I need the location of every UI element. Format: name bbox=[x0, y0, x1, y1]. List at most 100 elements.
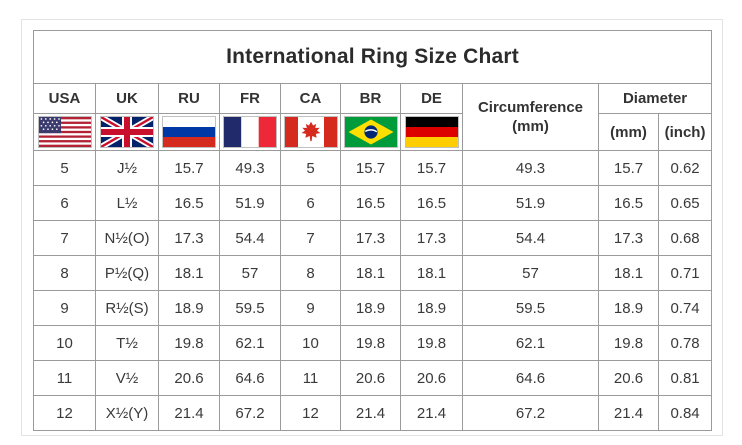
diameter-mm-value-cell: 15.7 bbox=[598, 150, 659, 186]
ru-size-cell: 15.7 bbox=[158, 150, 220, 186]
br-size-cell: 17.3 bbox=[340, 220, 401, 256]
ca-size-cell: 9 bbox=[280, 290, 341, 326]
de-size-cell: 17.3 bbox=[400, 220, 463, 256]
fr-size-cell: 51.9 bbox=[219, 185, 281, 221]
ru-flag-cell bbox=[158, 113, 220, 151]
usa-size-cell: 11 bbox=[33, 360, 96, 396]
br-size-cell: 16.5 bbox=[340, 185, 401, 221]
column-header-circumference: Circumference (mm) bbox=[462, 83, 599, 151]
usa-size-cell: 12 bbox=[33, 395, 96, 431]
table-row: 7 N½(O) 17.3 54.4 7 17.3 17.3 54.4 17.3 0.68 bbox=[33, 220, 713, 256]
ring-size-table: International Ring Size Chart USA UK RU … bbox=[32, 30, 713, 431]
usa-size-cell: 9 bbox=[33, 290, 96, 326]
ru-size-cell: 18.9 bbox=[158, 290, 220, 326]
uk-size-cell: N½(O) bbox=[95, 220, 159, 256]
uk-size-cell: X½(Y) bbox=[95, 395, 159, 431]
fr-size-cell: 49.3 bbox=[219, 150, 281, 186]
usa-flag-cell bbox=[33, 113, 96, 151]
diameter-inch-unit: (inch) bbox=[657, 113, 713, 151]
fr-size-cell: 62.1 bbox=[219, 325, 281, 361]
column-header-usa: USA bbox=[33, 83, 96, 114]
diameter-inch-value-cell: 0.71 bbox=[657, 255, 713, 291]
ca-size-cell: 6 bbox=[280, 185, 341, 221]
de-size-cell: 18.1 bbox=[400, 255, 463, 291]
uk-size-cell: T½ bbox=[95, 325, 159, 361]
usa-size-cell: 7 bbox=[33, 220, 96, 256]
ru-size-cell: 17.3 bbox=[158, 220, 220, 256]
ring-size-table-body: 5 J½ 15.7 49.3 5 15.7 15.7 49.3 15.7 0.62 6 L½ 16.5 5… bbox=[33, 150, 713, 431]
table-row: 11 V½ 20.6 64.6 11 20.6 20.6 64.6 20.6 0.81 bbox=[33, 360, 713, 396]
page-title: International Ring Size Chart bbox=[32, 30, 713, 84]
fr-size-cell: 67.2 bbox=[219, 395, 281, 431]
column-header-diameter: Diameter bbox=[597, 83, 713, 114]
br-flag-icon bbox=[343, 116, 398, 148]
br-size-cell: 15.7 bbox=[340, 150, 401, 186]
ca-size-cell: 11 bbox=[280, 360, 341, 396]
table-row: 9 R½(S) 18.9 59.5 9 18.9 18.9 59.5 18.9 0.74 bbox=[33, 290, 713, 326]
us-flag-icon bbox=[37, 116, 92, 148]
uk-size-cell: V½ bbox=[95, 360, 159, 396]
uk-size-cell: L½ bbox=[95, 185, 159, 221]
uk-size-cell: P½(Q) bbox=[95, 255, 159, 291]
diameter-inch-value-cell: 0.78 bbox=[657, 325, 713, 361]
ru-size-cell: 20.6 bbox=[158, 360, 220, 396]
column-header-ca: CA bbox=[280, 83, 341, 114]
diameter-mm-value-cell: 16.5 bbox=[598, 185, 659, 221]
diameter-mm-unit: (mm) bbox=[598, 113, 659, 151]
uk-size-cell: R½(S) bbox=[95, 290, 159, 326]
usa-size-cell: 5 bbox=[33, 150, 96, 186]
diameter-mm-value-cell: 21.4 bbox=[598, 395, 659, 431]
diameter-mm-value-cell: 18.9 bbox=[598, 290, 659, 326]
column-header-ru: RU bbox=[158, 83, 220, 114]
uk-size-cell: J½ bbox=[95, 150, 159, 186]
br-size-cell: 21.4 bbox=[340, 395, 401, 431]
ca-size-cell: 8 bbox=[280, 255, 341, 291]
ca-size-cell: 12 bbox=[280, 395, 341, 431]
br-size-cell: 19.8 bbox=[340, 325, 401, 361]
ca-size-cell: 7 bbox=[280, 220, 341, 256]
circumference-value-cell: 54.4 bbox=[462, 220, 599, 256]
diameter-mm-value-cell: 17.3 bbox=[598, 220, 659, 256]
ca-flag-icon bbox=[283, 116, 338, 148]
usa-size-cell: 10 bbox=[33, 325, 96, 361]
ru-size-cell: 21.4 bbox=[158, 395, 220, 431]
table-row: 5 J½ 15.7 49.3 5 15.7 15.7 49.3 15.7 0.62 bbox=[33, 150, 713, 186]
column-header-fr: FR bbox=[219, 83, 281, 114]
de-flag-cell bbox=[400, 113, 463, 151]
country-header-row: USA UK RU FR CA BR DE Circumference (mm)… bbox=[33, 83, 713, 151]
fr-size-cell: 57 bbox=[219, 255, 281, 291]
br-size-cell: 20.6 bbox=[340, 360, 401, 396]
diameter-mm-value-cell: 19.8 bbox=[598, 325, 659, 361]
fr-flag-icon bbox=[223, 116, 277, 148]
de-size-cell: 16.5 bbox=[400, 185, 463, 221]
de-size-cell: 21.4 bbox=[400, 395, 463, 431]
circumference-value-cell: 51.9 bbox=[462, 185, 599, 221]
ru-size-cell: 16.5 bbox=[158, 185, 220, 221]
diameter-mm-value-cell: 18.1 bbox=[598, 255, 659, 291]
de-size-cell: 15.7 bbox=[400, 150, 463, 186]
de-size-cell: 20.6 bbox=[400, 360, 463, 396]
br-size-cell: 18.1 bbox=[340, 255, 401, 291]
column-header-de: DE bbox=[400, 83, 463, 114]
table-row: 8 P½(Q) 18.1 57 8 18.1 18.1 57 18.1 0.71 bbox=[33, 255, 713, 291]
circumference-value-cell: 49.3 bbox=[462, 150, 599, 186]
diameter-inch-value-cell: 0.65 bbox=[657, 185, 713, 221]
de-size-cell: 19.8 bbox=[400, 325, 463, 361]
circumference-unit: (mm) bbox=[512, 118, 549, 135]
ru-size-cell: 18.1 bbox=[158, 255, 220, 291]
column-header-uk: UK bbox=[95, 83, 159, 114]
ca-flag-cell bbox=[280, 113, 341, 151]
fr-flag-cell bbox=[219, 113, 281, 151]
table-row: 6 L½ 16.5 51.9 6 16.5 16.5 51.9 16.5 0.65 bbox=[33, 185, 713, 221]
ca-size-cell: 10 bbox=[280, 325, 341, 361]
diameter-inch-value-cell: 0.81 bbox=[657, 360, 713, 396]
uk-flag-cell bbox=[95, 113, 159, 151]
ca-size-cell: 5 bbox=[280, 150, 341, 186]
circumference-value-cell: 59.5 bbox=[462, 290, 599, 326]
fr-size-cell: 64.6 bbox=[219, 360, 281, 396]
ru-size-cell: 19.8 bbox=[158, 325, 220, 361]
flag-row: (mm) (inch) bbox=[33, 113, 713, 151]
usa-size-cell: 6 bbox=[33, 185, 96, 221]
circumference-label: Circumference bbox=[477, 98, 584, 116]
diameter-inch-value-cell: 0.62 bbox=[657, 150, 713, 186]
